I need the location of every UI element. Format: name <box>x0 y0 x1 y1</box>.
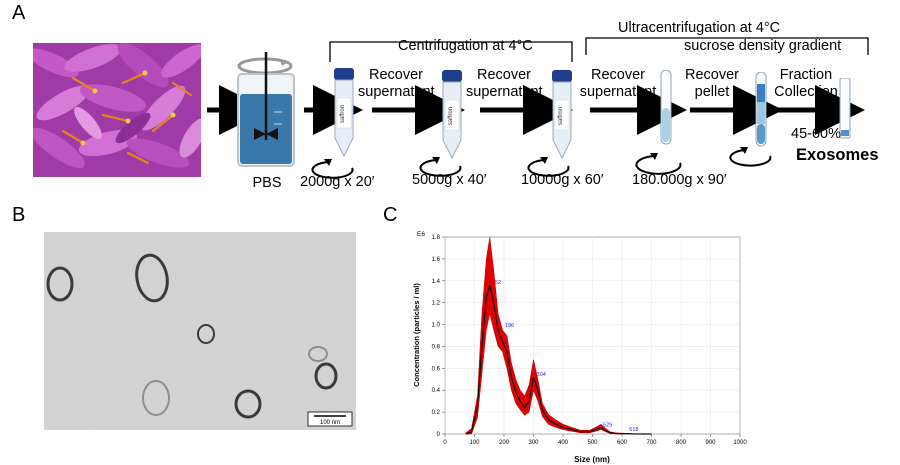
step-label-2: Recover supernatant <box>466 67 543 100</box>
x-tick-label: 400 <box>558 440 569 446</box>
ultracentrifugation-label: Ultracentrifugation at 4°C <box>618 20 781 36</box>
tem-micrograph: 100 nm <box>44 232 356 430</box>
exponent-label: E6 <box>417 231 425 238</box>
rotation-arrow-5-icon <box>729 149 772 167</box>
vesicle <box>234 389 262 419</box>
tube-label: saffron <box>448 107 454 125</box>
peak-label: 152 <box>492 280 501 286</box>
panel-a-letter: A <box>12 2 26 24</box>
x-tick-label: 800 <box>676 440 687 446</box>
nta-size-distribution-chart: 0 0.2 0.4 0.6 0.8 1.0 1.2 1.4 1.6 1.8 0 100 200 300 4… <box>412 231 747 464</box>
x-tick-label: 700 <box>646 440 657 446</box>
step-label-1: Recover supernatant <box>358 67 435 100</box>
x-tick-label: 500 <box>587 440 598 446</box>
tube-label: saffron <box>340 105 346 123</box>
speed-label-1: 2000g x 20′ <box>300 174 375 190</box>
peak-label: 529 <box>603 422 612 428</box>
vesicle <box>46 266 74 302</box>
rotation-arrow-3-icon <box>527 159 570 177</box>
y-axis-label: Concentration (particles / ml) <box>412 283 421 387</box>
sucrose-gradient-label: sucrose density gradient <box>684 38 842 54</box>
centrifugation-bracket <box>329 41 573 62</box>
peak-label: 618 <box>629 427 638 433</box>
panel-b-letter: B <box>12 204 26 226</box>
y-tick-label: 0 <box>437 432 441 438</box>
y-tick-label: 1.4 <box>432 279 441 285</box>
step-label-3: Recover supernatant <box>579 67 657 100</box>
y-tick-label: 1.8 <box>432 235 441 241</box>
fraction-range-label: 45-60% <box>791 126 841 142</box>
rotation-arrow-4-icon <box>635 155 682 175</box>
x-tick-label: 200 <box>499 440 510 446</box>
y-tick-label: 0.4 <box>432 388 441 394</box>
pbs-beaker-icon <box>237 52 295 167</box>
speed-label-3: 10000g x 60′ <box>521 172 604 188</box>
step-label-5: Fraction Collection <box>774 67 838 100</box>
vesicle <box>314 362 338 390</box>
falcon-tube-3: saffron <box>552 70 572 160</box>
fraction-tube <box>839 78 851 139</box>
centrifugation-label: Centrifugation at 4°C <box>398 38 533 54</box>
concentration-mean-line <box>465 285 652 435</box>
tube-label: saffron <box>558 107 564 125</box>
speed-label-2: 5000g x 40′ <box>412 172 487 188</box>
y-tick-label: 1.2 <box>432 301 441 307</box>
falcon-tube-1: saffron <box>334 68 354 158</box>
peak-label: 304 <box>537 372 546 378</box>
step-label-4: Recover pellet <box>685 67 739 100</box>
x-tick-label: 1000 <box>733 440 747 446</box>
x-tick-label: 600 <box>617 440 628 446</box>
peak-label: 196 <box>505 323 514 329</box>
x-tick-label: 100 <box>469 440 480 446</box>
ultracentrifuge-tube-1 <box>660 70 672 145</box>
ultracentrifuge-tube-2 <box>755 72 767 147</box>
x-tick-label: 300 <box>528 440 539 446</box>
scale-bar-label: 100 nm <box>320 420 340 426</box>
x-tick-label: 0 <box>443 440 447 446</box>
x-axis-label: Size (nm) <box>574 455 610 464</box>
panel-c-letter: C <box>383 204 398 226</box>
falcon-tube-2: saffron <box>442 70 462 160</box>
vesicle <box>135 253 169 303</box>
rotation-arrow-2-icon <box>419 159 462 177</box>
y-tick-label: 0.2 <box>432 410 441 416</box>
y-tick-label: 1.0 <box>432 323 441 329</box>
y-tick-label: 0.8 <box>432 344 441 350</box>
ultracentrifugation-bracket <box>585 37 869 55</box>
pbs-label: PBS <box>252 175 282 191</box>
exosomes-label: Exosomes <box>796 146 879 164</box>
speed-label-4: 180.000g x 90′ <box>632 172 727 188</box>
y-tick-label: 0.6 <box>432 366 441 372</box>
rotation-arrow-1-icon <box>311 161 354 179</box>
saffron-flowers-photo <box>33 43 201 177</box>
vesicle <box>197 324 215 344</box>
y-tick-label: 1.6 <box>432 257 441 263</box>
x-tick-label: 900 <box>705 440 716 446</box>
